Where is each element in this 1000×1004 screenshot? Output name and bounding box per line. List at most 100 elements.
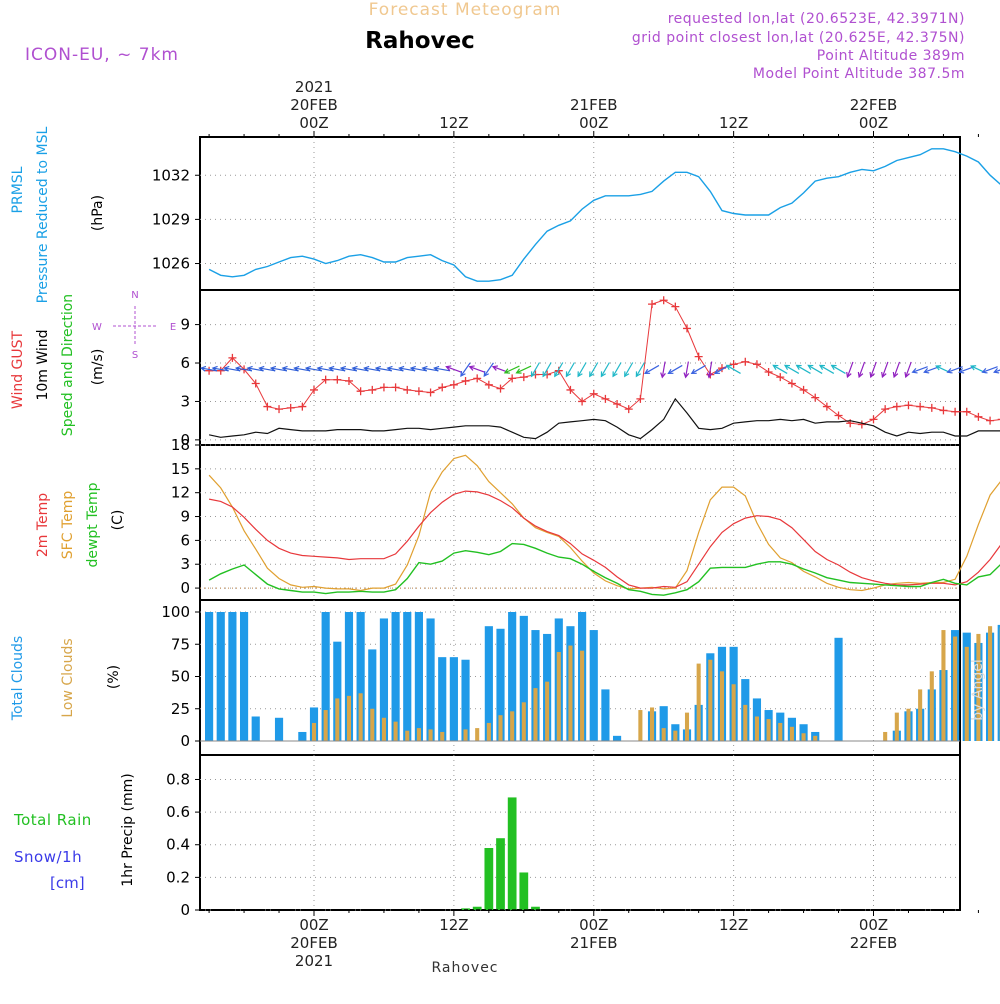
top-time-label: 20FEB <box>290 96 337 114</box>
y-tick-label: 0 <box>180 732 190 750</box>
low-cloud-bar <box>697 664 701 741</box>
gust-line-marker <box>835 412 843 420</box>
total-cloud-bar <box>461 660 469 741</box>
header-info-line: requested lon,lat (20.6523E, 42.3971N) <box>668 11 965 27</box>
footer-location: Rahovec <box>431 960 498 976</box>
total-cloud-bar <box>590 630 598 741</box>
low-cloud-bar <box>778 723 782 741</box>
gust-line-marker <box>963 408 971 416</box>
wind-arrow <box>566 362 574 376</box>
low-cloud-bar <box>790 727 794 741</box>
wind-arrow <box>858 362 864 377</box>
y-tick-label: 0 <box>180 579 190 597</box>
low-cloud-bar <box>370 709 374 741</box>
top-time-label: 12Z <box>439 114 468 132</box>
low-cloud-bar <box>883 732 887 741</box>
compass-n-label: N <box>131 290 138 301</box>
low-cloud-bar <box>487 723 491 741</box>
gust-line-marker <box>974 413 982 421</box>
header-info-line: Model Point Altitude 387.5m <box>753 66 965 82</box>
wind-arrow <box>613 362 621 376</box>
low-cloud-bar <box>988 626 992 741</box>
y-tick-label: 15 <box>171 460 190 478</box>
total-cloud-bar <box>613 736 621 741</box>
dewpoint-line <box>209 544 1000 596</box>
gust-line-marker <box>380 383 388 391</box>
total-cloud-bar <box>298 732 306 741</box>
total-cloud-bar <box>240 612 248 741</box>
wind-arrow <box>668 365 682 373</box>
gust-line-marker <box>473 374 481 382</box>
y-tick-label: 0 <box>180 901 190 919</box>
low-cloud-bar <box>895 713 899 741</box>
bottom-time-label: 12Z <box>719 916 748 934</box>
y-tick-label: 1029 <box>152 210 190 228</box>
low-cloud-bar <box>802 733 806 741</box>
wind-arrow <box>601 362 609 376</box>
bottom-time-label: 00Z <box>579 916 608 934</box>
panel-frame <box>200 755 960 910</box>
total-cloud-bar <box>228 612 236 741</box>
gust-line-marker <box>776 373 784 381</box>
low-cloud-bar <box>673 731 677 741</box>
bottom-time-label: 00Z <box>859 916 888 934</box>
low-cloud-bar <box>405 731 409 741</box>
low-cloud-bar <box>498 715 502 741</box>
low-cloud-bar <box>720 671 724 741</box>
top-time-label: 00Z <box>299 114 328 132</box>
wind-arrow <box>692 365 706 373</box>
y-tick-label: 18 <box>171 436 190 454</box>
gust-line-marker <box>951 408 959 416</box>
low-cloud-bar <box>557 652 561 741</box>
gust-line-marker <box>788 380 796 388</box>
y-tick-label: 9 <box>180 508 190 526</box>
low-clouds-label: Low Clouds <box>60 638 76 717</box>
low-cloud-bar <box>732 684 736 741</box>
low-cloud-bar <box>755 716 759 741</box>
y-tick-label: 12 <box>171 484 190 502</box>
total-cloud-bar <box>217 612 225 741</box>
low-cloud-bar <box>930 671 934 741</box>
total-clouds-label: Total Clouds <box>10 636 26 721</box>
wind-arrow <box>684 362 689 378</box>
wind-arrow <box>446 366 461 372</box>
top-time-label: 21FEB <box>570 96 617 114</box>
low-cloud-bar <box>335 698 339 741</box>
gust-line-marker <box>939 406 947 414</box>
gust-line-marker <box>904 401 912 409</box>
total-cloud-bar <box>205 612 213 741</box>
wind-arrow <box>461 363 470 376</box>
top-time-label: 2021 <box>295 78 333 96</box>
gust-line <box>209 300 1000 424</box>
bottom-time-label: 12Z <box>439 916 468 934</box>
gust-line-marker <box>648 300 656 308</box>
y-tick-label: 0.6 <box>166 803 190 821</box>
total-rain-label: Total Rain <box>13 811 92 829</box>
pressure-line <box>209 149 1000 281</box>
low-cloud-bar <box>312 723 316 741</box>
bottom-time-label: 22FEB <box>850 934 897 952</box>
header-info-line: Point Altitude 389m <box>817 48 965 64</box>
y-tick-label: 0.4 <box>166 836 190 854</box>
low-cloud-bar <box>394 722 398 741</box>
low-cloud-bar <box>429 729 433 741</box>
gust-line-marker <box>462 377 470 385</box>
y-tick-label: 0.8 <box>166 770 190 788</box>
gust-line-marker <box>403 386 411 394</box>
panel-frame <box>200 290 960 445</box>
wind-arrow <box>707 362 712 378</box>
gust-line-marker <box>823 403 831 411</box>
low-cloud-bar <box>953 637 957 741</box>
header-info-line: grid point closest lon,lat (20.625E, 42.… <box>632 30 965 46</box>
low-cloud-bar <box>662 728 666 741</box>
low-cloud-bar <box>941 630 945 741</box>
wind-arrow <box>882 362 888 377</box>
wind-arrow <box>590 362 598 376</box>
top-time-label: 00Z <box>579 114 608 132</box>
gust-line-marker <box>263 403 271 411</box>
gust-line-marker <box>741 358 749 366</box>
bottom-time-label: 00Z <box>299 916 328 934</box>
gust-line-marker <box>765 368 773 376</box>
pressure-unit-label: (hPa) <box>90 195 106 231</box>
low-cloud-bar <box>382 718 386 741</box>
